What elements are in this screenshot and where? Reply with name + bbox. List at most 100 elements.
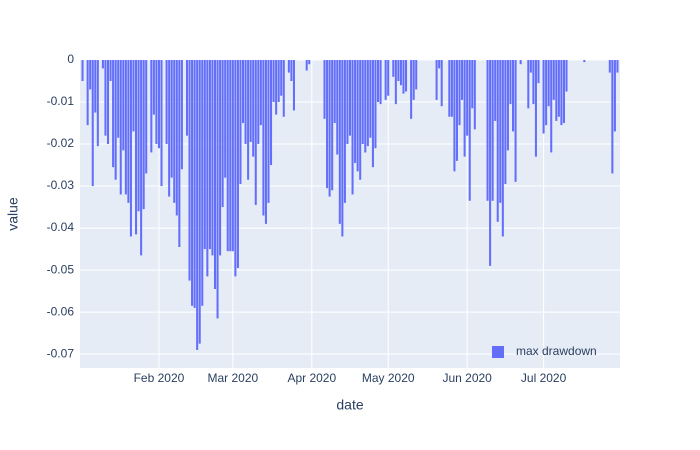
bar xyxy=(399,60,402,86)
bar xyxy=(198,60,201,344)
bar xyxy=(440,60,443,107)
bar xyxy=(119,60,122,195)
x-tick-label: Mar 2020 xyxy=(207,371,258,385)
bar xyxy=(104,60,107,136)
bar xyxy=(565,60,568,92)
bar xyxy=(193,60,196,308)
bar xyxy=(277,60,280,103)
bar xyxy=(124,60,127,195)
bar xyxy=(534,60,537,157)
bar xyxy=(557,60,560,117)
bar xyxy=(448,60,451,117)
y-tick-label: -0.07 xyxy=(47,346,75,360)
bar xyxy=(247,60,250,180)
bar xyxy=(267,60,270,203)
bar xyxy=(122,60,125,151)
bar xyxy=(137,60,140,212)
bar xyxy=(282,60,285,117)
bar xyxy=(168,60,171,197)
y-tick-label: -0.03 xyxy=(47,178,75,192)
bar xyxy=(91,60,94,187)
bar xyxy=(305,60,308,71)
bar xyxy=(461,60,464,100)
bar xyxy=(196,60,199,350)
bar xyxy=(348,60,352,136)
bar xyxy=(244,60,247,145)
bar xyxy=(272,60,275,103)
bar xyxy=(150,60,153,153)
bar xyxy=(489,60,492,266)
bar xyxy=(405,60,408,92)
bar xyxy=(392,60,395,77)
bar xyxy=(545,60,548,126)
bar xyxy=(201,60,204,306)
bar xyxy=(608,60,611,73)
bar xyxy=(468,60,471,201)
bar xyxy=(343,60,346,203)
bar xyxy=(356,60,359,172)
bar xyxy=(86,60,89,126)
x-tick-label: Jul 2020 xyxy=(521,371,567,385)
bar xyxy=(555,60,558,121)
bar xyxy=(152,60,155,115)
bar xyxy=(129,60,132,237)
bar xyxy=(613,60,616,132)
bar xyxy=(379,60,382,105)
bar xyxy=(112,60,115,168)
bar xyxy=(499,60,502,203)
bar xyxy=(438,60,441,69)
bar xyxy=(494,60,497,121)
bar xyxy=(94,60,97,113)
x-tick-label: Jun 2020 xyxy=(442,371,492,385)
bar xyxy=(512,60,515,132)
y-tick-label: -0.04 xyxy=(47,220,75,234)
bar xyxy=(616,60,619,73)
bar xyxy=(254,60,257,205)
bar xyxy=(560,60,563,126)
bar xyxy=(328,60,331,197)
bar xyxy=(351,60,354,195)
bar xyxy=(323,60,326,119)
bar xyxy=(229,60,232,252)
x-tick-label: Apr 2020 xyxy=(287,371,336,385)
y-tick-label: -0.02 xyxy=(47,136,75,150)
bar xyxy=(211,60,214,256)
bar xyxy=(264,60,267,224)
bar xyxy=(165,60,168,145)
bar xyxy=(231,60,234,252)
x-axis-label: date xyxy=(336,397,363,413)
bar xyxy=(506,60,509,151)
bar xyxy=(471,60,474,109)
bar xyxy=(203,60,206,250)
bar xyxy=(366,60,369,147)
bar xyxy=(175,60,178,216)
bar xyxy=(402,60,405,94)
bar xyxy=(364,60,367,153)
bar xyxy=(473,60,476,130)
bar xyxy=(486,60,489,201)
bar xyxy=(140,60,143,256)
bar xyxy=(583,60,586,63)
bar xyxy=(252,60,255,157)
bar xyxy=(532,60,535,105)
bar xyxy=(157,60,160,149)
bar xyxy=(491,60,494,201)
bar xyxy=(221,60,224,208)
bar xyxy=(170,60,173,178)
bar xyxy=(89,60,92,90)
bar xyxy=(387,60,390,96)
bar xyxy=(224,60,227,178)
bar xyxy=(259,60,262,126)
bar xyxy=(257,60,260,145)
bar xyxy=(326,60,329,189)
bar xyxy=(292,60,295,111)
bar xyxy=(550,60,553,153)
bar xyxy=(453,60,456,172)
legend-swatch xyxy=(492,346,504,358)
bar xyxy=(206,60,209,277)
bar xyxy=(537,60,540,84)
bar xyxy=(188,60,191,281)
bar xyxy=(109,60,112,82)
bar xyxy=(562,60,565,124)
bar xyxy=(114,60,117,180)
